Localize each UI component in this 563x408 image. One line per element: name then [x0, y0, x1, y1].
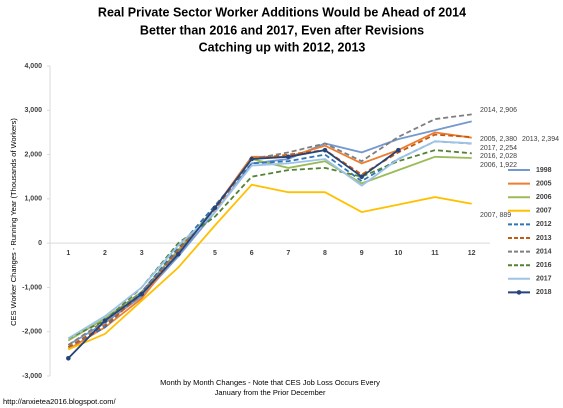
footer: http://anxietea2016.blogspot.com/: [3, 397, 116, 406]
x-tick-label: 11: [431, 250, 439, 257]
x-axis-label: January from the Prior December: [215, 388, 326, 397]
x-tick-label: 3: [140, 250, 144, 257]
legend-label: 2017: [536, 276, 552, 283]
point-marker: [102, 318, 108, 323]
x-axis-label: Month by Month Changes - Note that CES J…: [160, 378, 380, 387]
x-tick-label: 1: [66, 250, 70, 257]
point-marker: [286, 154, 291, 160]
legend-label: 2013: [536, 235, 552, 242]
annotation: 2006, 1,922: [480, 162, 517, 169]
point-marker: [322, 147, 328, 153]
point-marker: [66, 355, 71, 361]
annotation: 2013, 2,394: [522, 136, 559, 143]
y-tick-label: 1,000: [24, 196, 42, 203]
x-tick-label: 7: [286, 250, 290, 257]
y-tick-label: -3,000: [22, 373, 42, 380]
title-line: Real Private Sector Worker Additions Wou…: [98, 5, 466, 19]
legend-marker: [516, 290, 522, 295]
y-tick-label: -2,000: [22, 329, 42, 336]
legend-label: 2016: [536, 262, 552, 269]
legend-label: 2006: [536, 194, 552, 201]
annotation: 2014, 2,906: [480, 107, 517, 114]
y-tick-label: 0: [38, 240, 42, 247]
y-tick-label: 2,000: [24, 151, 42, 158]
series-line: [67, 183, 472, 351]
annotation: 2016, 2,028: [480, 153, 517, 160]
legend-label: 1998: [536, 167, 552, 174]
series-line: [67, 149, 399, 359]
point-marker: [396, 147, 401, 153]
title-line: Better than 2016 and 2017, Even after Re…: [140, 23, 424, 37]
series-line: [67, 140, 472, 340]
point-marker: [212, 205, 218, 211]
x-tick-label: 12: [468, 250, 476, 257]
legend-label: 2012: [536, 221, 552, 228]
annotation: 2005, 2,380: [480, 136, 517, 143]
annotation: 2017, 2,254: [480, 145, 517, 152]
point-marker: [249, 156, 254, 162]
x-tick-label: 6: [250, 250, 254, 257]
x-tick-label: 9: [360, 250, 364, 257]
legend-label: 2018: [536, 289, 552, 296]
x-tick-label: 8: [323, 250, 327, 257]
x-tick-label: 2: [103, 250, 107, 257]
y-tick-label: -1,000: [22, 284, 42, 291]
y-tick-label: 3,000: [24, 107, 42, 114]
legend-label: 2005: [536, 180, 552, 187]
series-line: [67, 120, 472, 346]
y-axis-label: CES Worker Changes - Running Year (Thous…: [9, 118, 18, 326]
x-tick-label: 10: [394, 250, 402, 257]
series-line: [67, 113, 472, 346]
x-tick-label: 5: [213, 250, 217, 257]
legend-label: 2014: [536, 248, 552, 255]
point-marker: [139, 291, 144, 297]
y-tick-label: 4,000: [24, 63, 42, 70]
annotation: 2007, 889: [480, 212, 511, 219]
point-marker: [176, 251, 181, 257]
legend-label: 2007: [536, 208, 552, 215]
title-line: Catching up with 2012, 2013: [199, 40, 366, 54]
point-marker: [359, 174, 364, 180]
